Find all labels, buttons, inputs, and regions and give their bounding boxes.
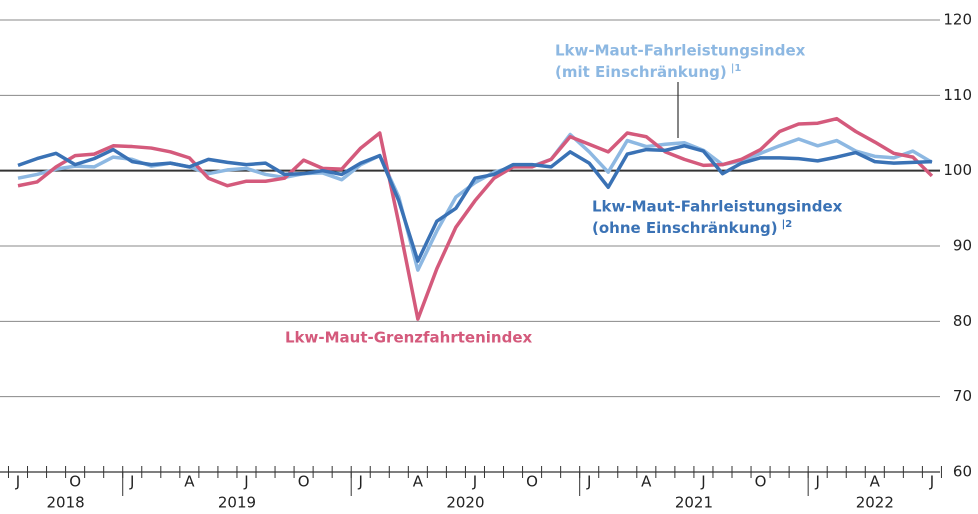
x-tick-label: J [929,473,934,491]
x-tick-label: J [358,473,363,491]
y-tick-label: 90 [953,237,972,255]
x-tick-label: J [472,473,477,491]
annotation: Lkw-Maut-Fahrleistungsindex [555,42,806,60]
x-tick-label: J [586,473,591,491]
y-tick-label: 100 [943,161,972,179]
x-tick-label: J [243,473,248,491]
annotation: Lkw-Maut-Grenzfahrtenindex [285,329,533,347]
year-label: 2020 [446,494,484,512]
y-tick-label: 60 [953,463,972,481]
x-tick-label: A [413,473,424,491]
y-tick-label: 70 [953,387,972,405]
x-tick-label: O [755,473,767,491]
series-line [17,144,932,263]
x-tick-label: O [69,473,81,491]
x-tick-label: J [15,473,20,491]
annotation: (mit Einschränkung) |1 [555,63,741,81]
x-tick-label: O [298,473,310,491]
year-label: 2019 [218,494,256,512]
x-tick-label: A [641,473,652,491]
year-label: 2022 [856,494,894,512]
year-label: 2021 [675,494,713,512]
series-line [17,116,934,321]
annotation: (ohne Einschränkung) |2 [592,219,792,237]
x-tick-label: A [870,473,881,491]
x-tick-label: J [129,473,134,491]
year-label: 2018 [47,494,85,512]
annotation: Lkw-Maut-Fahrleistungsindex [592,198,843,216]
x-tick-label: O [526,473,538,491]
x-tick-label: J [814,473,819,491]
x-tick-label: J [700,473,705,491]
x-tick-label: A [184,473,195,491]
y-tick-label: 120 [943,11,972,29]
y-tick-label: 110 [943,86,972,104]
y-tick-label: 80 [953,312,972,330]
